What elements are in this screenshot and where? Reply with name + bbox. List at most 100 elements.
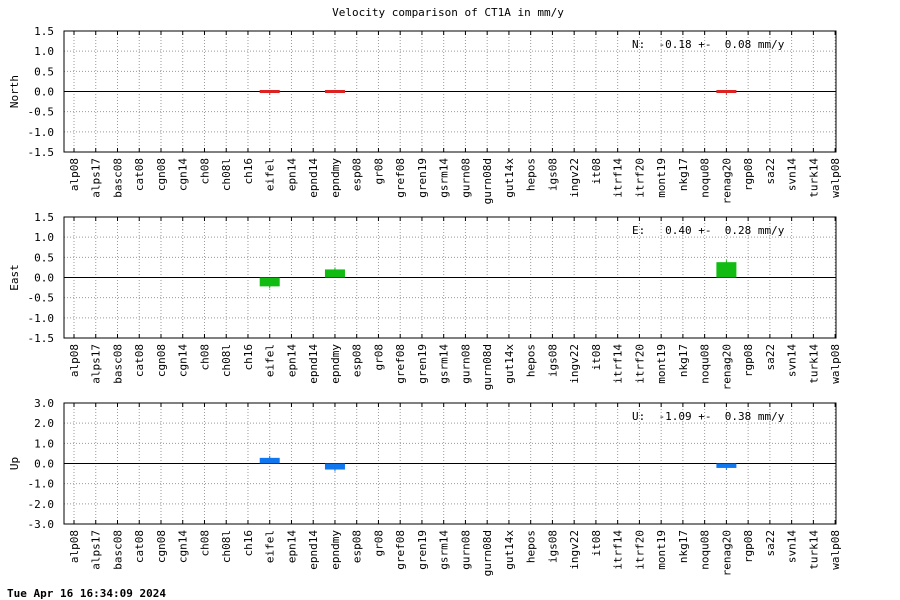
x-tick-label: gren19 xyxy=(416,530,429,570)
bar-renag20 xyxy=(716,262,737,278)
x-tick-label: gurn08d xyxy=(481,344,494,390)
x-tick-label: gurn08d xyxy=(481,530,494,576)
x-tick-label: cgn14 xyxy=(177,158,190,191)
x-tick-label: noqu08 xyxy=(699,530,712,570)
panel-east: -1.5 -1.0 -0.5 0.0 0.5 1.0 1.5 East E: 0.40 +- 0… xyxy=(8,211,842,390)
x-tick-label: gurn08 xyxy=(459,158,472,198)
x-tick-label: gref08 xyxy=(394,344,407,384)
plot-frame xyxy=(63,402,837,525)
y-tick-label: -1.5 xyxy=(28,146,55,159)
x-tick-label: gsrm14 xyxy=(438,344,451,384)
x-tick-label: cat08 xyxy=(133,158,146,191)
stats-annotation: E: 0.40 +- 0.28 mm/y xyxy=(632,224,785,237)
x-tick-label: ch08 xyxy=(198,158,211,185)
x-tick-label: hepos xyxy=(525,158,538,191)
x-tick-label: gr08 xyxy=(372,530,385,557)
x-tick-label: ch08 xyxy=(198,344,211,371)
x-tick-label: ingv22 xyxy=(568,158,581,198)
bar-epndmy xyxy=(324,269,345,278)
x-tick-label: epn14 xyxy=(285,158,298,191)
x-tick-label: itrf20 xyxy=(633,530,646,570)
x-tick-label: nkg17 xyxy=(677,530,690,563)
x-tick-label: epndmy xyxy=(329,530,342,570)
y-tick-label: 0.5 xyxy=(34,251,54,264)
stats-annotation: N: -0.18 +- 0.08 mm/y xyxy=(632,38,785,51)
x-tick-label: cgn14 xyxy=(177,344,190,377)
x-tick-label: svn14 xyxy=(786,530,799,563)
x-tick-label: eifel xyxy=(264,158,277,191)
x-tick-label: igs08 xyxy=(546,158,559,191)
x-tick-label: cat08 xyxy=(133,530,146,563)
y-tick-label: 0.0 xyxy=(34,272,54,285)
x-tick-label: nkg17 xyxy=(677,158,690,191)
y-axis-label: Up xyxy=(8,457,21,470)
bar-renag20 xyxy=(716,463,737,468)
x-tick-label: itrf20 xyxy=(633,344,646,384)
x-tick-label: epndmy xyxy=(329,344,342,384)
bar-epndmy xyxy=(324,463,345,470)
x-tick-label: rgp08 xyxy=(742,158,755,191)
x-tick-label: igs08 xyxy=(546,530,559,563)
x-tick-label: alp08 xyxy=(68,344,81,377)
x-tick-label: walp08 xyxy=(829,530,842,570)
x-tick-label: cat08 xyxy=(133,344,146,377)
y-axis-label: North xyxy=(8,75,21,108)
x-tick-label: eifel xyxy=(264,530,277,563)
bar-eifel xyxy=(259,90,280,93)
timestamp-footer: Tue Apr 16 16:34:09 2024 xyxy=(7,587,166,600)
x-tick-label: epndmy xyxy=(329,158,342,198)
y-axis-label: East xyxy=(8,264,21,291)
x-tick-label: esp08 xyxy=(351,344,364,377)
x-tick-label: gsrm14 xyxy=(438,530,451,570)
x-tick-label: ch16 xyxy=(242,530,255,557)
x-tick-label: alps17 xyxy=(90,158,103,198)
x-tick-label: epnd14 xyxy=(307,344,320,384)
y-tick-label: 2.0 xyxy=(34,417,54,430)
x-tick-label: rgp08 xyxy=(742,530,755,563)
y-tick-label: 0.0 xyxy=(34,86,54,99)
x-tick-label: noqu08 xyxy=(699,344,712,384)
x-tick-label: gsrm14 xyxy=(438,158,451,198)
x-tick-label: cgn08 xyxy=(155,158,168,191)
x-tick-label: basc08 xyxy=(111,158,124,198)
bar-eifel xyxy=(259,457,280,464)
x-tick-label: ch08 xyxy=(198,530,211,557)
x-tick-label: hepos xyxy=(525,344,538,377)
panel-up: -3.0 -2.0 -1.0 0.0 1.0 2.0 3.0 Up U: -1.09 +- 0.… xyxy=(8,397,842,576)
y-tick-label: 1.0 xyxy=(34,231,54,244)
x-tick-label: ingv22 xyxy=(568,344,581,384)
x-tick-label: itrf14 xyxy=(612,158,625,198)
x-tick-label: ch16 xyxy=(242,158,255,185)
y-tick-label: 0.0 xyxy=(34,458,54,471)
x-tick-label: walp08 xyxy=(829,158,842,198)
x-tick-label: itrf14 xyxy=(612,530,625,570)
x-tick-label: basc08 xyxy=(111,530,124,570)
x-tick-label: ingv22 xyxy=(568,530,581,570)
x-tick-label: turk14 xyxy=(807,530,820,570)
x-tick-label: alps17 xyxy=(90,530,103,570)
x-tick-label: cgn14 xyxy=(177,530,190,563)
plot-frame xyxy=(63,30,837,153)
x-tick-label: it08 xyxy=(590,344,603,371)
x-tick-label: renag20 xyxy=(720,530,733,576)
x-tick-label: renag20 xyxy=(720,344,733,390)
x-tick-label: igs08 xyxy=(546,344,559,377)
y-tick-label: -1.0 xyxy=(28,312,55,325)
bar-eifel xyxy=(259,277,280,287)
stats-annotation: U: -1.09 +- 0.38 mm/y xyxy=(632,410,785,423)
x-tick-label: gut14x xyxy=(503,158,516,198)
bar-renag20 xyxy=(716,90,737,93)
x-tick-label: svn14 xyxy=(786,158,799,191)
x-tick-label: gurn08 xyxy=(459,344,472,384)
x-tick-label: rgp08 xyxy=(742,344,755,377)
x-tick-label: sa22 xyxy=(764,158,777,185)
x-tick-label: epnd14 xyxy=(307,530,320,570)
x-tick-label: gren19 xyxy=(416,158,429,198)
x-tick-label: basc08 xyxy=(111,344,124,384)
x-tick-label: noqu08 xyxy=(699,158,712,198)
x-tick-label: ch08l xyxy=(220,158,233,191)
x-tick-label: gref08 xyxy=(394,530,407,570)
x-tick-label: turk14 xyxy=(807,344,820,384)
x-tick-label: cgn08 xyxy=(155,344,168,377)
x-tick-label: esp08 xyxy=(351,158,364,191)
